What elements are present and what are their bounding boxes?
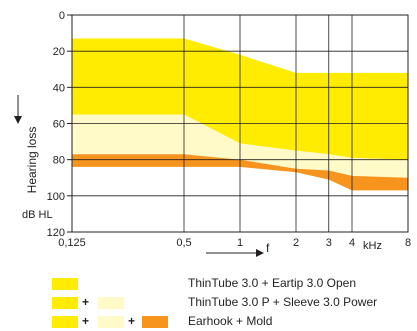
- legend-swatch-earhook: [142, 316, 168, 328]
- x-tick-label: 0,5: [176, 237, 191, 249]
- legend-swatch-open: [52, 297, 78, 309]
- legend-plus: +: [128, 314, 136, 328]
- y-tick-label: 100: [47, 191, 65, 203]
- y-tick-label: 40: [53, 82, 65, 94]
- legend-item-open: ThinTube 3.0 + Eartip 3.0 Open: [0, 275, 417, 293]
- legend-item-power: + ThinTube 3.0 P + Sleeve 3.0 Power: [0, 294, 417, 312]
- band-3: [72, 154, 408, 191]
- legend-label-earhook: Earhook + Mold: [188, 314, 273, 328]
- x-axis-unit: kHz: [363, 240, 382, 252]
- legend-swatch-power: [98, 297, 124, 309]
- x-tick-label: 1: [237, 237, 243, 249]
- y-axis-arrow: [14, 95, 22, 124]
- x-axis-arrow: [206, 249, 264, 257]
- y-axis-unit: dB HL: [22, 209, 53, 221]
- y-tick-label: 80: [53, 155, 65, 167]
- legend-label-power: ThinTube 3.0 P + Sleeve 3.0 Power: [188, 295, 378, 309]
- x-tick-label: 8: [405, 237, 411, 249]
- legend-label-open: ThinTube 3.0 + Eartip 3.0 Open: [188, 276, 356, 290]
- y-axis-label: Hearing loss: [25, 127, 39, 194]
- y-tick-label: 120: [47, 227, 65, 239]
- x-tick-label: 0,125: [58, 237, 86, 249]
- x-tick-label: 3: [326, 237, 332, 249]
- legend-swatch-open: [52, 278, 78, 290]
- legend-swatch-open: [52, 316, 78, 328]
- y-tick-label: 20: [53, 46, 65, 58]
- x-tick-label: 4: [349, 237, 355, 249]
- y-tick-label: 60: [53, 119, 65, 131]
- x-tick-label: 2: [293, 237, 299, 249]
- legend-item-earhook: + + Earhook + Mold: [0, 313, 417, 331]
- legend-swatch-power: [98, 316, 124, 328]
- legend-plus: +: [82, 295, 90, 309]
- legend-plus: +: [82, 314, 90, 328]
- y-tick-label: 0: [59, 10, 65, 22]
- x-axis-label: f: [266, 241, 270, 255]
